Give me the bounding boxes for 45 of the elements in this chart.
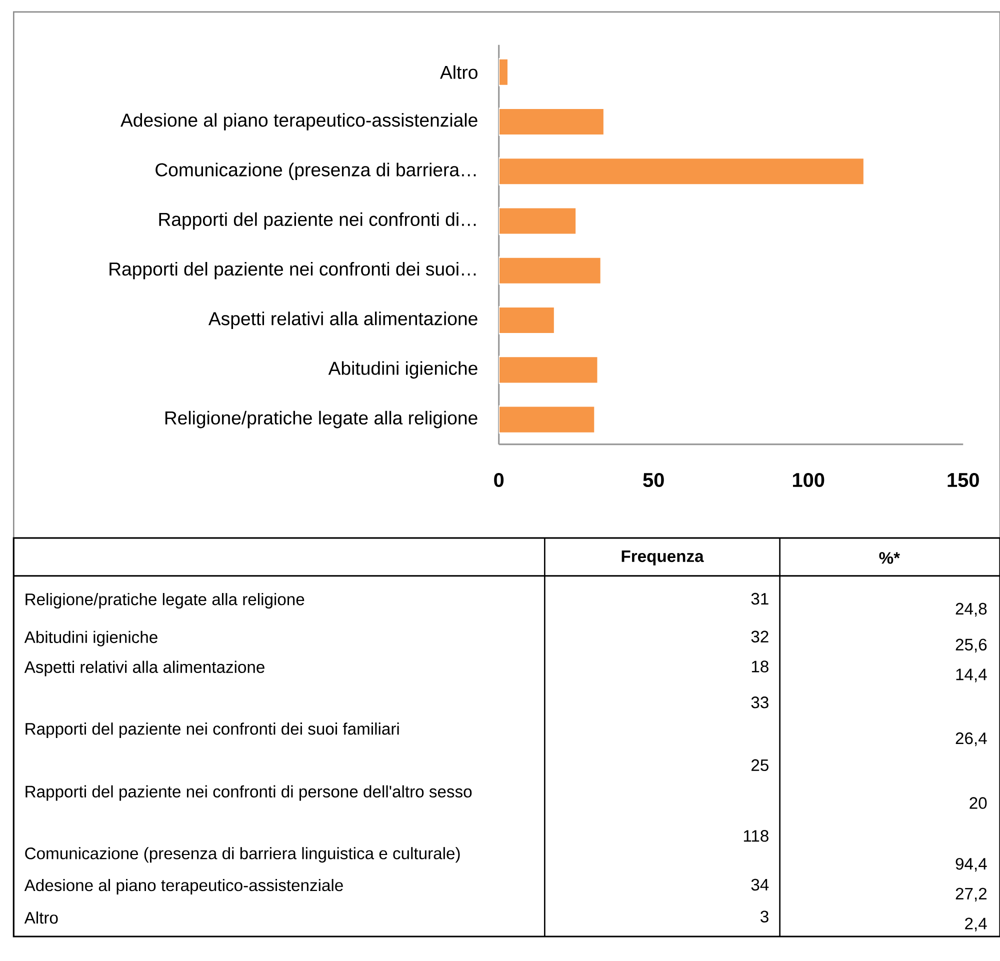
- text: 32: [751, 630, 768, 642]
- text: 2,4: [965, 918, 987, 932]
- text: 3: [760, 910, 768, 922]
- text: 31: [751, 592, 768, 604]
- text: Religione/pratiche legate alla religione: [26, 592, 304, 608]
- y-tick-label: Religione/pratiche legate alla religione: [165, 410, 478, 428]
- text: 18: [752, 660, 768, 672]
- bar: [498, 157, 865, 186]
- bar: [498, 356, 599, 384]
- text: 118: [744, 830, 768, 842]
- text: 26,4: [956, 732, 987, 746]
- x-tick-label: 0: [494, 472, 504, 487]
- y-tick-label: Altro: [440, 65, 478, 79]
- text: Altro: [24, 911, 58, 924]
- y-tick-label: Rapporti del paziente nei confronti di…: [159, 212, 476, 230]
- bar: [498, 405, 596, 434]
- text: %*: [879, 552, 900, 564]
- text: Frequenza: [622, 550, 704, 566]
- text: 25,6: [956, 638, 987, 652]
- y-tick-label: Abitudini igieniche: [328, 361, 478, 378]
- text: 33: [751, 696, 768, 708]
- x-tick-label: 100: [793, 472, 824, 487]
- text: Adesione al piano terapeutico-assistenziale: [24, 878, 343, 894]
- y-tick-label: Adesione al piano terapeutico-assistenziale: [120, 112, 478, 130]
- text: Rapporti del paziente nei confronti dei suoi familiari: [26, 722, 399, 738]
- text: 14,4: [956, 668, 987, 682]
- bar: [498, 306, 556, 334]
- bar: [498, 206, 577, 235]
- x-tick-label: 50: [643, 472, 664, 487]
- text: Abitudini igieniche: [24, 630, 158, 646]
- text: 25: [752, 759, 768, 771]
- text: 34: [751, 878, 769, 890]
- x-tick-label: 150: [948, 472, 979, 487]
- y-tick-label: Rapporti del paziente nei confronti dei suoi…: [110, 262, 476, 280]
- y-tick-label: Aspetti relativi alla alimentazione: [208, 311, 478, 329]
- text: 27,2: [956, 888, 986, 902]
- text: 20: [970, 796, 987, 809]
- bar: [498, 107, 605, 136]
- text: Comunicazione (presenza di barriera linguistica e culturale): [25, 846, 460, 862]
- bar: [498, 256, 602, 285]
- text: 94,4: [956, 858, 987, 872]
- text: Aspetti relativi alla alimentazione: [24, 660, 264, 676]
- text: 24,8: [956, 602, 987, 616]
- y-tick-label: Comunicazione (presenza di barriera…: [156, 162, 476, 180]
- text: Rapporti del paziente nei confronti di persone dell'altro sesso: [26, 785, 472, 801]
